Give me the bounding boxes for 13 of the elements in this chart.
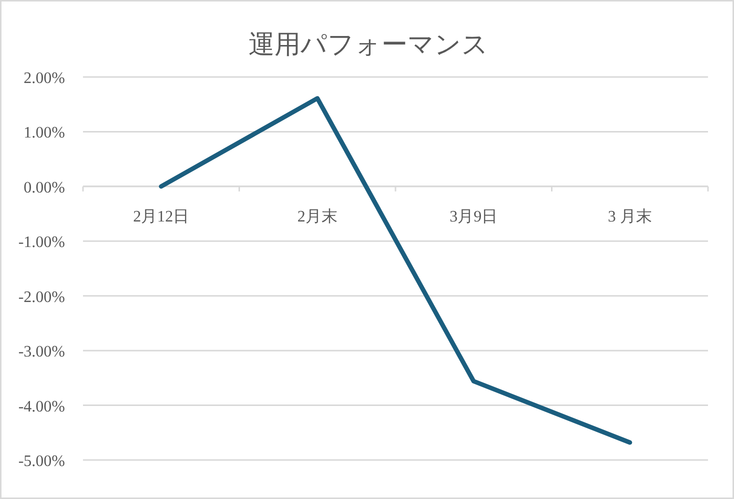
xtick: 2月12日 [133, 208, 190, 226]
xtick: 3 月末 [608, 208, 652, 226]
xtick: 2月末 [297, 208, 338, 226]
ytick: -2.00% [18, 288, 65, 306]
ytick: 0.00% [24, 179, 65, 196]
ytick: 1.00% [24, 124, 65, 142]
ytick: -4.00% [18, 398, 65, 416]
title: 運用パフォーマンス [248, 30, 488, 59]
xtick: 3月9日 [450, 208, 498, 226]
ytick: -3.00% [18, 344, 65, 361]
ytick: -5.00% [18, 453, 65, 470]
ytick: 2.00% [24, 70, 65, 87]
ytick: -1.00% [18, 234, 65, 252]
